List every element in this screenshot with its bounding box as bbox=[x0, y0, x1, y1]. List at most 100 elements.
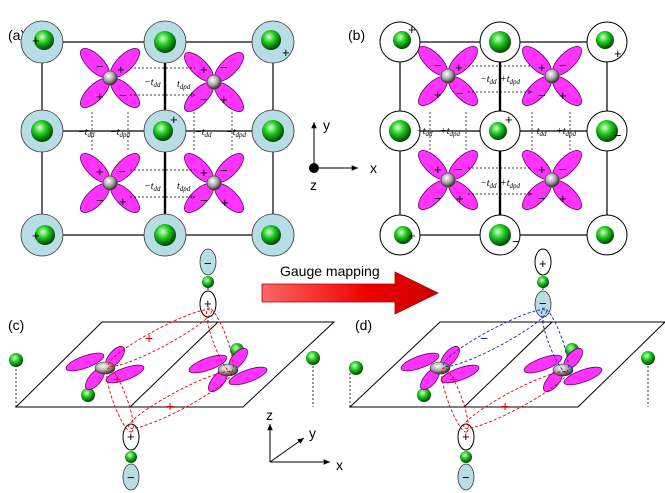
svg-text:+: + bbox=[462, 429, 470, 444]
flat-d-orbital-c-1 bbox=[63, 342, 147, 394]
svg-text:+: + bbox=[113, 371, 121, 387]
axis-y-top: y bbox=[323, 117, 330, 133]
svg-text:tdpd: tdpd bbox=[177, 181, 191, 193]
svg-text:−: − bbox=[539, 296, 547, 311]
d-orbital-a-3 bbox=[75, 148, 145, 218]
svg-text:−: − bbox=[96, 59, 104, 74]
svg-text:+: + bbox=[145, 330, 153, 346]
svg-text:−tdpd: −tdpd bbox=[110, 127, 131, 139]
panel-b: (b) + + + + − − − + + − bbox=[348, 21, 628, 256]
svg-text:−: − bbox=[559, 162, 567, 177]
svg-text:+: + bbox=[282, 45, 290, 60]
svg-text:+: + bbox=[221, 195, 229, 210]
svg-text:+: + bbox=[434, 162, 442, 177]
svg-text:+: + bbox=[539, 256, 547, 271]
ring-signs-b: + + + + − − bbox=[408, 22, 622, 249]
svg-text:y: y bbox=[309, 425, 316, 441]
svg-text:+: + bbox=[559, 88, 567, 103]
svg-text:+: + bbox=[170, 112, 178, 127]
svg-text:+: + bbox=[96, 89, 104, 104]
svg-text:+: + bbox=[96, 164, 104, 179]
svg-text:−: − bbox=[204, 256, 212, 271]
svg-text:+tdpd: +tdpd bbox=[500, 74, 521, 86]
svg-text:+tdpd: +tdpd bbox=[440, 126, 461, 138]
panel-c-label: (c) bbox=[8, 317, 24, 333]
svg-text:+: + bbox=[119, 194, 127, 209]
svg-text:+: + bbox=[127, 429, 135, 444]
d-orbital-b-1 bbox=[413, 41, 483, 111]
svg-text:−: − bbox=[119, 88, 127, 103]
panel-a: (a) + bbox=[8, 20, 295, 257]
svg-text:+: + bbox=[408, 22, 416, 37]
d-orbital-a-4 bbox=[179, 148, 249, 218]
hopping-labels-b: −tdd +tdpd −tdd +tdpd −tdd +tdpd −tdd +t… bbox=[416, 74, 577, 190]
svg-text:+: + bbox=[117, 62, 125, 77]
svg-text:−tdd: −tdd bbox=[78, 127, 95, 139]
svg-text:−: − bbox=[512, 234, 520, 249]
svg-text:+: + bbox=[166, 398, 174, 414]
svg-text:+: + bbox=[32, 228, 40, 243]
svg-text:x: x bbox=[336, 457, 343, 473]
svg-text:+: + bbox=[501, 398, 509, 414]
panel-d: (d) + − + − − + + bbox=[348, 248, 665, 491]
svg-text:+: + bbox=[456, 191, 464, 206]
svg-text:tdpd: tdpd bbox=[177, 79, 191, 91]
svg-text:−: − bbox=[614, 128, 622, 143]
svg-text:−: − bbox=[480, 330, 488, 346]
axes-top: y x z bbox=[309, 117, 377, 193]
svg-text:−: − bbox=[434, 58, 442, 73]
svg-text:+: + bbox=[434, 87, 442, 102]
svg-text:−: − bbox=[456, 86, 464, 101]
svg-text:+: + bbox=[538, 162, 546, 177]
lobe-signs-b: − + + − + − − + + − − + + − − + bbox=[434, 58, 567, 206]
svg-text:+: + bbox=[614, 46, 622, 61]
hopping-labels-a: −tdd tdpd −tdd tdpd −tdd −tdpd −tdd −tdp… bbox=[78, 77, 247, 193]
d-orbital-b-3 bbox=[413, 145, 483, 215]
svg-text:+: + bbox=[204, 296, 212, 311]
svg-text:−tdd: −tdd bbox=[195, 127, 212, 139]
panel-d-label: (d) bbox=[355, 317, 372, 333]
gauge-mapping-arrow: Gauge mapping bbox=[261, 263, 439, 315]
panel-b-label: (b) bbox=[348, 27, 365, 43]
svg-text:−: − bbox=[434, 191, 442, 206]
svg-text:+: + bbox=[32, 33, 40, 48]
svg-text:+: + bbox=[559, 191, 567, 206]
hopping-paths-a bbox=[91, 67, 233, 197]
svg-text:−: − bbox=[538, 191, 546, 206]
svg-text:−tdd: −tdd bbox=[480, 74, 497, 86]
svg-text:−: − bbox=[538, 88, 546, 103]
svg-text:−tdd: −tdd bbox=[480, 178, 497, 190]
svg-text:−: − bbox=[559, 58, 567, 73]
d-orbital-a-2 bbox=[179, 47, 249, 117]
svg-text:−: − bbox=[455, 162, 463, 177]
axes-bottom: z y x bbox=[266, 407, 343, 473]
axis-z-top: z bbox=[310, 177, 317, 193]
svg-text:−tdd: −tdd bbox=[144, 181, 161, 193]
svg-text:+: + bbox=[455, 60, 463, 75]
svg-text:−: − bbox=[96, 193, 104, 208]
svg-text:−tdd: −tdd bbox=[144, 77, 161, 89]
svg-text:−: − bbox=[462, 470, 470, 485]
svg-text:+tdpd: +tdpd bbox=[500, 178, 521, 190]
svg-text:+: + bbox=[408, 228, 416, 243]
panel-c: (c) − + + − + + + bbox=[8, 248, 336, 491]
flat-d-orbital-d-2 bbox=[521, 344, 605, 396]
flat-d-orbital-c-2 bbox=[186, 344, 270, 396]
green-ions-b bbox=[389, 31, 618, 246]
oxygen-rings-b bbox=[379, 21, 628, 256]
svg-text:−: − bbox=[118, 164, 126, 179]
d-orbital-a-1 bbox=[75, 43, 145, 113]
d-orbital-b-2 bbox=[517, 41, 587, 111]
svg-text:−: − bbox=[200, 92, 208, 107]
svg-text:+: + bbox=[220, 92, 228, 107]
svg-text:−: − bbox=[220, 163, 228, 178]
svg-text:+: + bbox=[538, 60, 546, 75]
svg-text:+: + bbox=[200, 62, 208, 77]
lobe-signs-a: − + + − + − − + + − − + + − − + bbox=[96, 59, 229, 210]
svg-text:+: + bbox=[505, 112, 513, 127]
svg-text:+: + bbox=[200, 165, 208, 180]
svg-text:−: − bbox=[200, 193, 208, 208]
hopping-paths-b bbox=[429, 65, 571, 194]
svg-text:z: z bbox=[266, 407, 273, 423]
